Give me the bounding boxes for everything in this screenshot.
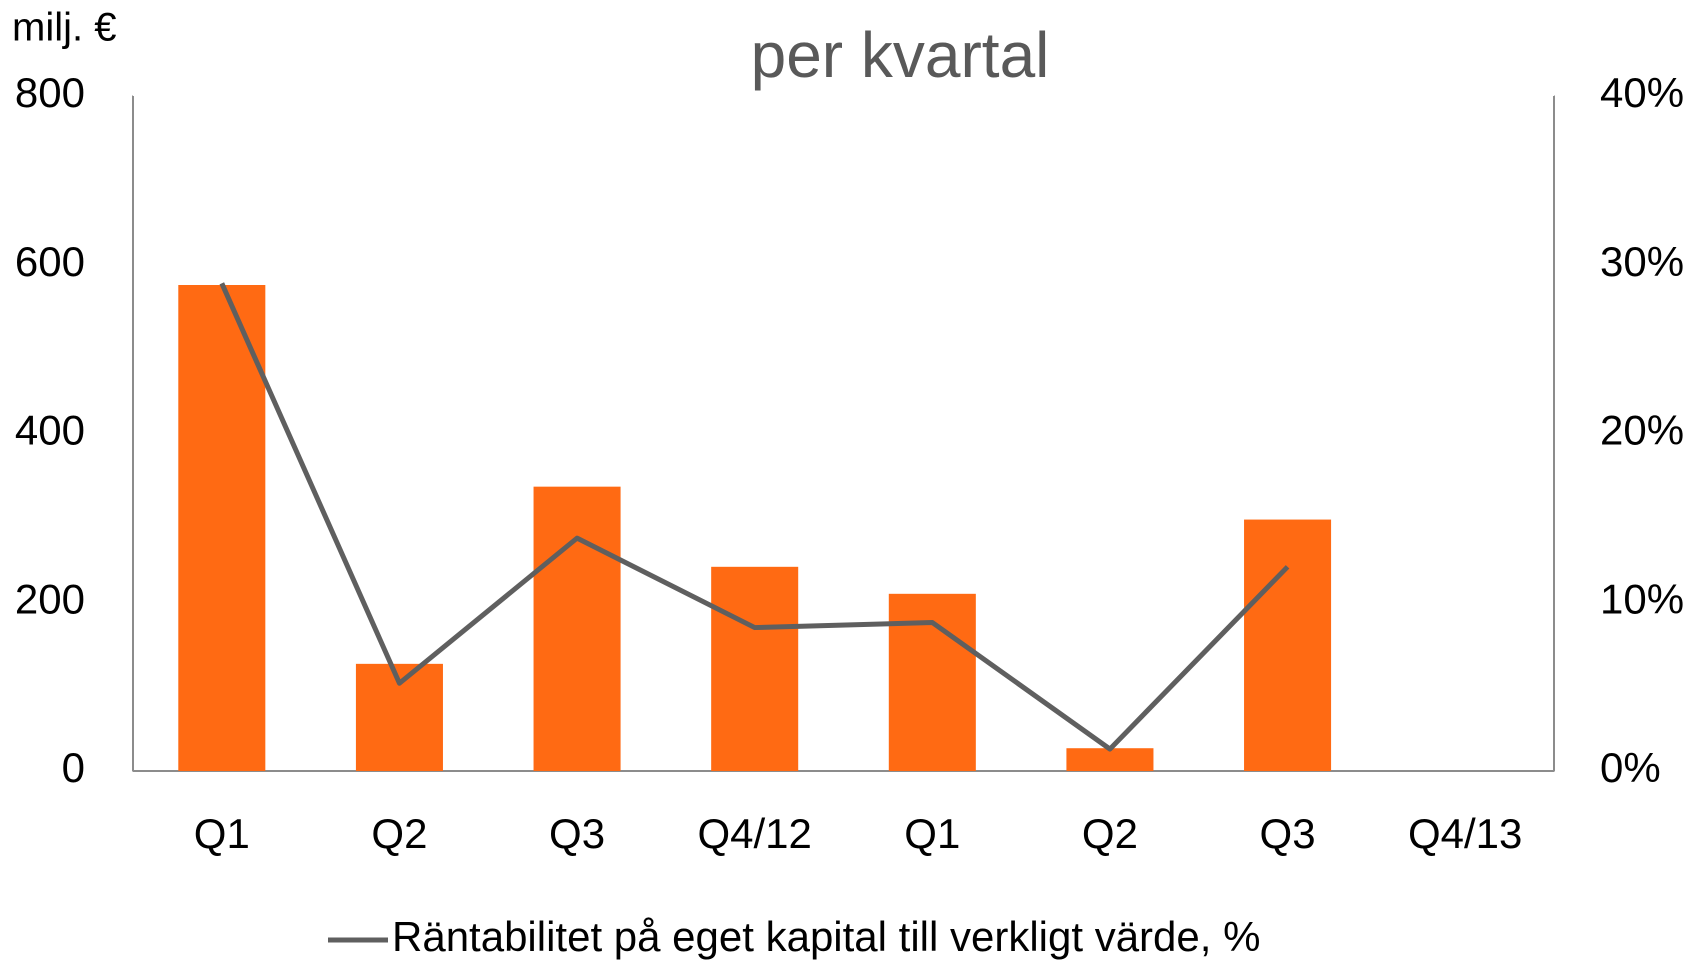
bar [178, 285, 266, 771]
x-tick-label: Q3 [1260, 810, 1316, 857]
y2-tick-label: 40% [1600, 69, 1684, 116]
x-tick-label: Q2 [1082, 810, 1138, 857]
x-tick-label: Q3 [549, 810, 605, 857]
x-tick-label: Q2 [371, 810, 427, 857]
x-tick-label: Q1 [194, 810, 250, 857]
y-tick-label: 200 [15, 575, 85, 622]
bar [1244, 519, 1332, 771]
y2-tick-label: 20% [1600, 407, 1684, 454]
y-tick-label: 800 [15, 69, 85, 116]
x-tick-label: Q4/13 [1408, 810, 1522, 857]
y-tick-label: 400 [15, 407, 85, 454]
y-tick-label: 600 [15, 238, 85, 285]
y-tick-label: 0 [62, 744, 85, 791]
bar [711, 566, 799, 771]
bar [533, 486, 621, 771]
y2-tick-label: 0% [1600, 744, 1661, 791]
y-axis-label: milj. € [12, 6, 116, 50]
y2-tick-label: 30% [1600, 238, 1684, 285]
bar [1066, 748, 1154, 771]
x-tick-label: Q4/12 [697, 810, 811, 857]
legend-label: Räntabilitet på eget kapital till verkli… [392, 913, 1260, 960]
chart-title: per kvartal [751, 19, 1050, 91]
line [219, 282, 1290, 752]
y2-tick-label: 10% [1600, 575, 1684, 622]
x-tick-label: Q1 [904, 810, 960, 857]
